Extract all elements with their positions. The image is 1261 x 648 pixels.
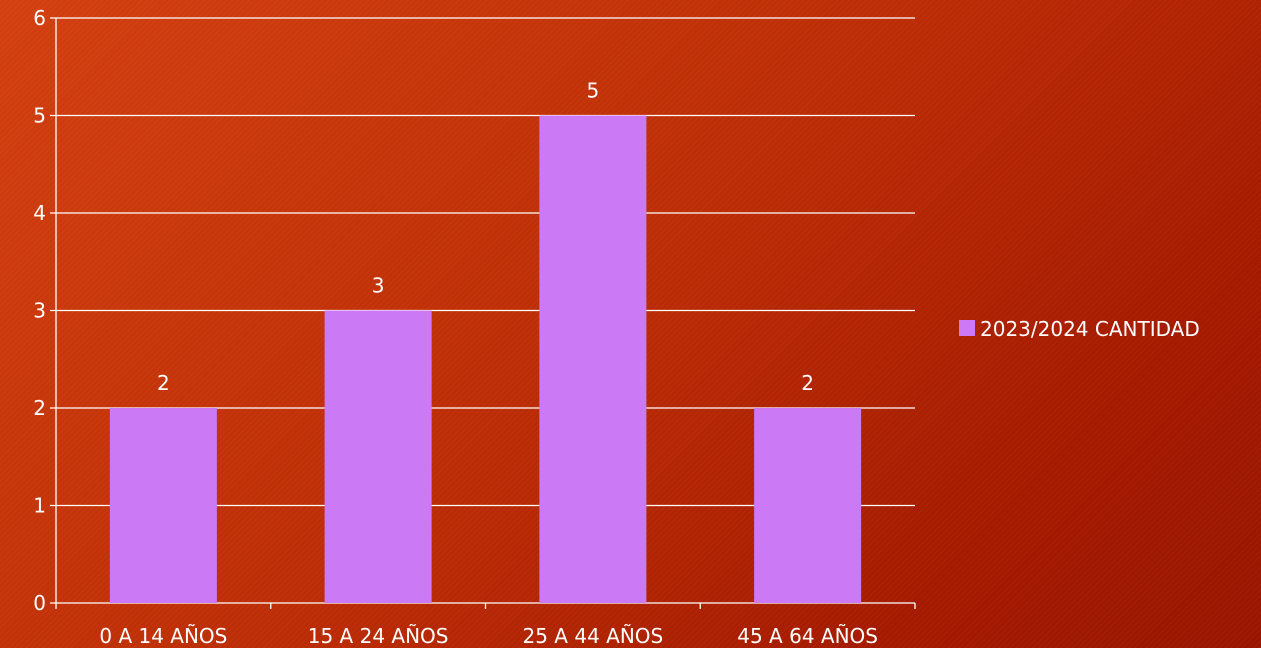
y-tick-label: 1 [33,494,46,518]
data-label: 2 [157,371,170,395]
y-tick-label: 0 [33,591,46,615]
bar [324,310,432,603]
data-label: 3 [372,274,385,298]
legend: 2023/2024 CANTIDAD [959,317,1200,341]
x-tick-label: 25 A 44 AÑOS [523,624,664,648]
y-tick-label: 3 [33,299,46,323]
legend-swatch [959,320,975,336]
x-tick-label: 45 A 64 AÑOS [737,624,878,648]
y-axis-tick-labels: 0 1 2 3 4 5 6 [33,6,46,615]
data-labels: 2 3 5 2 [157,79,814,396]
data-label: 5 [587,79,600,103]
y-tick-label: 4 [33,201,46,225]
data-label: 2 [801,371,814,395]
y-tick-label: 5 [33,104,46,128]
y-tick-label: 2 [33,396,46,420]
x-tick-label: 0 A 14 AÑOS [99,624,227,648]
bar [109,408,217,603]
bars [109,115,862,603]
legend-label: 2023/2024 CANTIDAD [980,317,1200,341]
bar [754,408,862,603]
x-tick-label: 15 A 24 AÑOS [308,624,449,648]
bar [539,115,647,603]
x-axis-tick-labels: 0 A 14 AÑOS 15 A 24 AÑOS 25 A 44 AÑOS 45 A … [99,624,878,648]
y-tick-label: 6 [33,6,46,30]
